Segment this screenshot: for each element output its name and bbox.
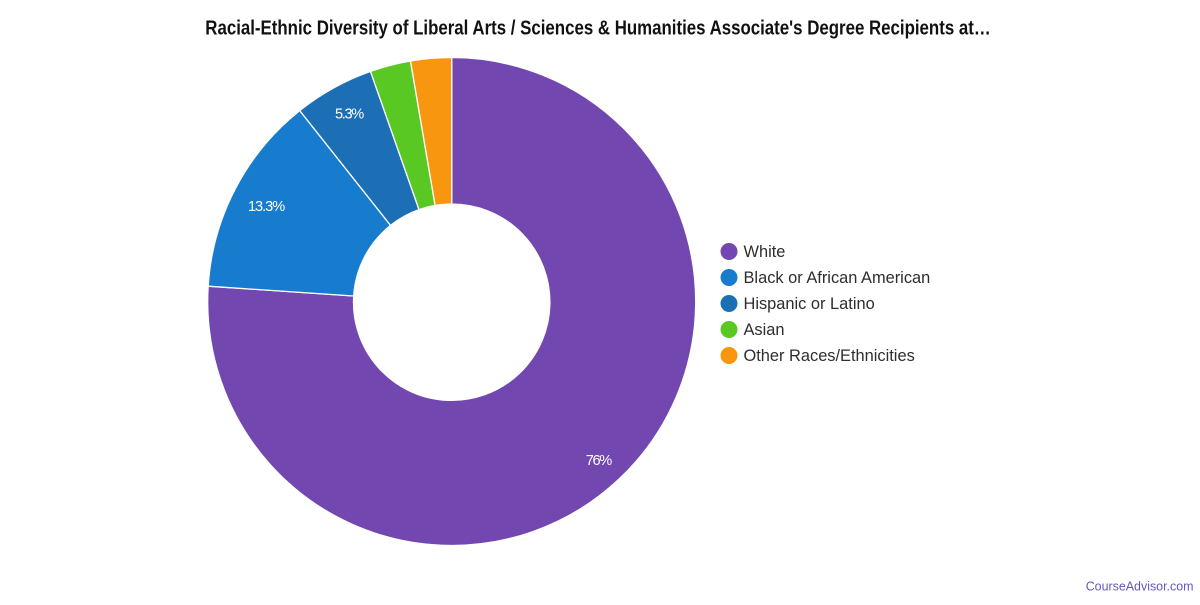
svg-text:13.3%: 13.3% bbox=[248, 199, 285, 215]
svg-text:Other Races/Ethnicities: Other Races/Ethnicities bbox=[744, 347, 915, 365]
svg-text:Asian: Asian bbox=[744, 321, 785, 339]
svg-text:Hispanic or Latino: Hispanic or Latino bbox=[744, 295, 875, 313]
svg-text:Racial-Ethnic Diversity of Lib: Racial-Ethnic Diversity of Liberal Arts … bbox=[205, 18, 990, 40]
svg-text:White: White bbox=[744, 243, 786, 261]
svg-text:Black or African American: Black or African American bbox=[744, 269, 931, 287]
svg-text:76%: 76% bbox=[586, 453, 613, 469]
svg-text:5.3%: 5.3% bbox=[335, 106, 364, 122]
svg-text:CourseAdvisor.com: CourseAdvisor.com bbox=[1086, 579, 1194, 594]
